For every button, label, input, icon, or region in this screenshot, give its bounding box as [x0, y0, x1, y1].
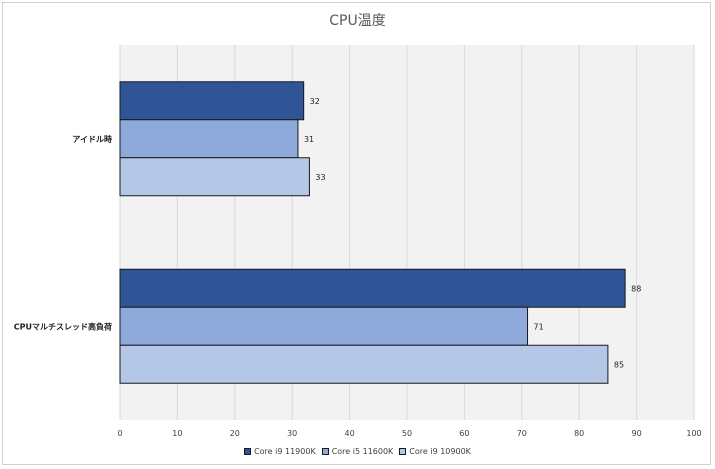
legend-item: Core i5 11600K — [321, 447, 394, 456]
bar — [119, 268, 626, 308]
chart-title: CPU温度 — [329, 13, 386, 29]
bar — [119, 344, 609, 384]
bar-value-label: 31 — [304, 135, 314, 144]
x-tick-label: 70 — [517, 429, 527, 438]
bar-value-label: 33 — [315, 173, 325, 182]
x-tick-label: 50 — [402, 429, 412, 438]
data-labels: 32 31 33 88 71 85 — [304, 97, 641, 370]
x-tick-label: 30 — [287, 429, 297, 438]
legend-swatch — [321, 448, 329, 455]
x-tick-label: 60 — [459, 429, 469, 438]
legend-label: Core i9 11900K — [254, 447, 316, 456]
legend-label: Core i9 10900K — [409, 447, 471, 456]
bar — [119, 306, 529, 346]
legend-item: Core i9 11900K — [244, 447, 316, 456]
x-tick-label: 90 — [632, 429, 642, 438]
bars — [119, 81, 626, 384]
x-tick-label: 40 — [345, 429, 355, 438]
legend-swatch — [244, 448, 252, 455]
category-label: CPUマルチスレッド高負荷 — [14, 321, 112, 331]
category-label: アイドル時 — [72, 134, 112, 144]
x-tick-label: 80 — [574, 429, 584, 438]
bar-value-label: 88 — [631, 284, 641, 293]
bar-value-label: 71 — [534, 322, 544, 331]
legend-label: Core i5 11600K — [331, 447, 394, 456]
x-axis-ticks: 0 10 20 30 40 50 60 70 80 90 100 — [117, 429, 701, 438]
bar — [119, 81, 305, 121]
x-tick-label: 100 — [686, 429, 701, 438]
category-labels: アイドル時 CPUマルチスレッド高負荷 — [14, 134, 112, 332]
legend-item: Core i9 10900K — [399, 447, 471, 456]
x-tick-label: 10 — [172, 429, 182, 438]
bar-value-label: 32 — [310, 97, 320, 106]
bar — [119, 119, 299, 159]
x-tick-label: 20 — [230, 429, 240, 438]
bar-value-label: 85 — [614, 360, 624, 369]
legend-swatch — [399, 448, 407, 455]
legend: Core i9 11900K Core i5 11600K Core i9 1090… — [0, 447, 715, 457]
bar — [119, 157, 310, 197]
x-tick-label: 0 — [117, 429, 122, 438]
